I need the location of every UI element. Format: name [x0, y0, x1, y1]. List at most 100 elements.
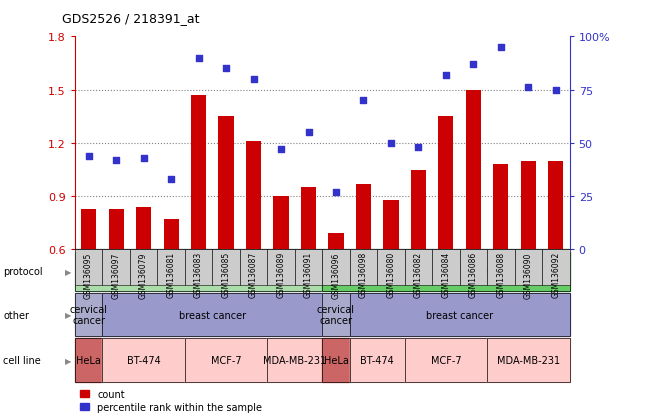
- Bar: [268, 339, 322, 382]
- Point: [139, 155, 149, 162]
- Bar: [322, 293, 350, 337]
- Point: [551, 87, 561, 94]
- Bar: [487, 339, 570, 382]
- Bar: [350, 339, 405, 382]
- Text: c-MYC knockdown: c-MYC knockdown: [396, 266, 496, 277]
- Bar: [268, 339, 322, 382]
- Text: GSM136087: GSM136087: [249, 252, 258, 298]
- Bar: [102, 339, 185, 382]
- Text: GSM136091: GSM136091: [304, 252, 313, 298]
- Bar: [81, 209, 96, 356]
- Point: [303, 130, 314, 136]
- Bar: [273, 197, 288, 356]
- Bar: [356, 184, 371, 356]
- Point: [358, 98, 368, 104]
- Point: [331, 189, 341, 196]
- Point: [523, 85, 534, 92]
- Bar: [322, 252, 570, 291]
- Text: breast cancer: breast cancer: [179, 310, 246, 320]
- Text: HeLa: HeLa: [76, 355, 101, 366]
- Text: GSM136084: GSM136084: [441, 252, 450, 298]
- Text: protocol: protocol: [3, 266, 43, 277]
- Bar: [350, 339, 405, 382]
- Text: MCF-7: MCF-7: [211, 355, 242, 366]
- Text: ▶: ▶: [65, 267, 72, 276]
- Text: GDS2526 / 218391_at: GDS2526 / 218391_at: [62, 12, 199, 25]
- Text: GSM136089: GSM136089: [277, 252, 286, 298]
- Bar: [75, 293, 102, 337]
- Legend: count, percentile rank within the sample: count, percentile rank within the sample: [79, 389, 262, 412]
- Text: BT-474: BT-474: [361, 355, 394, 366]
- Bar: [350, 293, 570, 337]
- Bar: [75, 252, 322, 291]
- Bar: [185, 339, 268, 382]
- Bar: [493, 165, 508, 356]
- Text: GSM136092: GSM136092: [551, 252, 561, 298]
- Text: GSM136090: GSM136090: [524, 252, 533, 298]
- Text: GSM136088: GSM136088: [497, 252, 505, 298]
- Bar: [322, 339, 350, 382]
- Text: cell line: cell line: [3, 355, 41, 366]
- Text: GSM136083: GSM136083: [194, 252, 203, 298]
- Point: [495, 45, 506, 51]
- Bar: [246, 142, 261, 356]
- Bar: [548, 161, 564, 356]
- Bar: [219, 117, 234, 356]
- Bar: [102, 293, 322, 337]
- Bar: [301, 188, 316, 356]
- Bar: [383, 200, 398, 356]
- Bar: [102, 339, 185, 382]
- Bar: [109, 209, 124, 356]
- Bar: [185, 339, 268, 382]
- Bar: [191, 96, 206, 356]
- Text: GSM136086: GSM136086: [469, 252, 478, 298]
- Text: BT-474: BT-474: [127, 355, 160, 366]
- Text: HeLa: HeLa: [324, 355, 348, 366]
- Text: cervical
cancer: cervical cancer: [70, 304, 107, 326]
- Point: [441, 72, 451, 79]
- Point: [276, 147, 286, 153]
- Bar: [322, 293, 350, 337]
- Bar: [102, 293, 322, 337]
- Bar: [405, 339, 487, 382]
- Bar: [75, 293, 102, 337]
- Bar: [438, 117, 454, 356]
- Bar: [75, 339, 102, 382]
- Text: GSM136082: GSM136082: [414, 252, 423, 298]
- Text: MDA-MB-231: MDA-MB-231: [263, 355, 326, 366]
- Point: [193, 55, 204, 62]
- Point: [468, 62, 478, 68]
- Bar: [163, 220, 178, 356]
- Text: GSM136080: GSM136080: [387, 252, 395, 298]
- Text: GSM136085: GSM136085: [221, 252, 230, 298]
- Text: MCF-7: MCF-7: [430, 355, 462, 366]
- Point: [166, 176, 176, 183]
- Text: GSM136095: GSM136095: [84, 252, 93, 298]
- Text: control: control: [179, 266, 218, 277]
- Text: GSM136097: GSM136097: [111, 252, 120, 298]
- Bar: [350, 293, 570, 337]
- Text: GSM136081: GSM136081: [167, 252, 176, 298]
- Bar: [411, 170, 426, 356]
- Bar: [75, 339, 102, 382]
- Bar: [466, 90, 481, 356]
- Point: [221, 66, 231, 72]
- Bar: [405, 339, 487, 382]
- Text: GSM136098: GSM136098: [359, 252, 368, 298]
- Bar: [487, 339, 570, 382]
- Bar: [75, 252, 322, 291]
- Bar: [322, 252, 570, 291]
- Point: [83, 153, 94, 159]
- Text: ▶: ▶: [65, 311, 72, 319]
- Bar: [521, 161, 536, 356]
- Point: [248, 76, 258, 83]
- Text: GSM136079: GSM136079: [139, 252, 148, 298]
- Point: [413, 145, 424, 151]
- Text: cervical
cancer: cervical cancer: [317, 304, 355, 326]
- Text: GSM136096: GSM136096: [331, 252, 340, 298]
- Bar: [136, 207, 151, 356]
- Text: breast cancer: breast cancer: [426, 310, 493, 320]
- Point: [111, 157, 121, 164]
- Text: MDA-MB-231: MDA-MB-231: [497, 355, 560, 366]
- Point: [386, 140, 396, 147]
